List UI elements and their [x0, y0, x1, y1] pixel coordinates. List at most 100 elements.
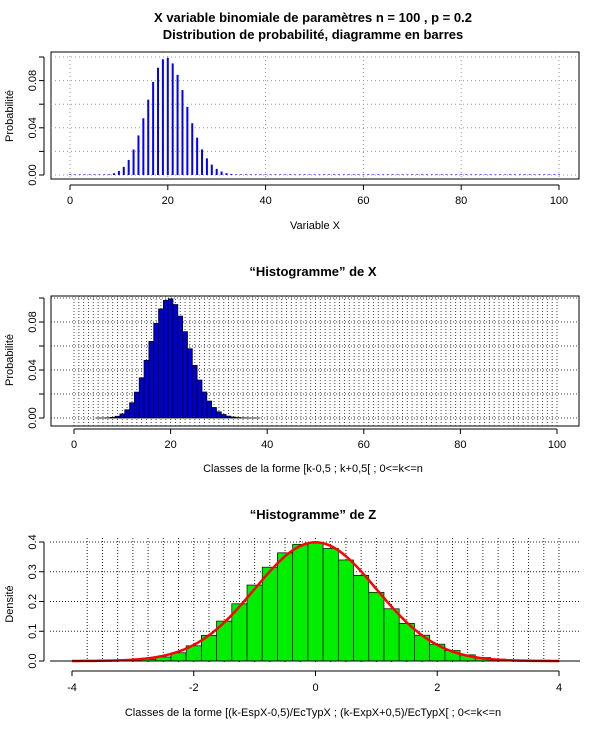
bar — [509, 174, 512, 175]
bar — [357, 174, 360, 175]
bar — [191, 123, 194, 175]
bar — [489, 174, 492, 175]
chart3-x-label: Classes de la forme [(k-EspX-0,5)/EcTypX… — [125, 707, 501, 719]
bar — [533, 174, 536, 175]
bar — [553, 174, 556, 175]
bar — [411, 174, 414, 175]
bar — [269, 174, 272, 175]
chart1-x-label: Variable X — [290, 220, 341, 232]
binomial-bar-chart: X variable binomiale de paramètres n = 1… — [4, 10, 580, 232]
bar — [88, 174, 91, 175]
bar — [372, 174, 375, 175]
bar — [328, 174, 331, 175]
bar — [337, 559, 354, 662]
bar — [469, 174, 472, 175]
bar — [196, 137, 199, 175]
bar — [318, 174, 321, 175]
x-tick-label: 100 — [548, 439, 566, 451]
bar — [161, 59, 164, 176]
bar — [313, 174, 316, 175]
bar — [211, 407, 217, 419]
x-tick-label: 60 — [358, 439, 370, 451]
bar — [157, 67, 160, 175]
bar — [391, 174, 394, 175]
bar — [230, 174, 233, 175]
bar — [147, 99, 150, 175]
bar — [78, 174, 81, 175]
x-tick-label: 0 — [67, 195, 73, 207]
bar — [445, 174, 448, 175]
bar — [289, 174, 292, 175]
bar — [254, 174, 257, 175]
bar — [381, 174, 384, 175]
bar — [142, 118, 145, 175]
bar — [109, 416, 116, 419]
bar — [117, 171, 120, 175]
x-tick-label: 20 — [162, 195, 174, 207]
bar — [113, 173, 116, 175]
bar — [187, 348, 193, 419]
bar — [504, 174, 507, 175]
y-tick-label: 0.08 — [27, 311, 39, 332]
chart3-y-axis: 0.0 0.1 0.2 0.3 0.4 — [27, 534, 45, 669]
bar — [177, 315, 184, 419]
bar — [362, 174, 365, 175]
bar — [513, 174, 516, 175]
x-tick-label: 40 — [261, 439, 273, 451]
bar — [474, 174, 477, 175]
y-tick-label: 0.04 — [27, 117, 39, 138]
bar — [494, 174, 497, 175]
bar — [108, 174, 111, 175]
bar — [322, 548, 339, 662]
bar — [421, 174, 424, 175]
bar — [279, 174, 282, 175]
chart2-x-label: Classes de la forme [k-0,5 ; k+0,5[ ; 0<… — [203, 463, 423, 475]
chart2-title: “Histogramme” de X — [249, 264, 376, 279]
bar — [558, 174, 560, 175]
x-tick-label: 60 — [357, 195, 369, 207]
x-tick-label: -4 — [67, 682, 77, 694]
bar — [450, 174, 453, 175]
y-tick-label: 0.04 — [27, 359, 39, 380]
chart1-title-line2: Distribution de probabilité, diagramme e… — [163, 27, 464, 42]
bar — [406, 174, 409, 175]
bar — [225, 173, 228, 175]
bar — [430, 174, 433, 175]
bar — [138, 377, 145, 419]
bar — [479, 174, 482, 175]
chart2-y-axis: 0.00 0.04 0.08 — [27, 297, 45, 429]
bar — [205, 158, 208, 175]
bar — [215, 168, 218, 175]
bar — [176, 74, 179, 175]
bar — [220, 171, 223, 175]
bar — [129, 402, 135, 419]
histogram-z-chart: “Histogramme” de Z -4 -2 0 2 4 0.00.10.20.30… — [4, 507, 580, 719]
bar — [127, 159, 130, 175]
bar — [538, 174, 541, 175]
y-tick-label: 0.0 — [27, 653, 39, 668]
bar — [347, 174, 350, 175]
bar — [523, 174, 526, 175]
bar — [167, 298, 174, 419]
bar — [186, 106, 189, 175]
y-tick-label: 0.08 — [27, 70, 39, 91]
bar — [240, 174, 243, 175]
bar — [308, 174, 311, 175]
chart1-bars — [69, 57, 560, 176]
bar — [210, 164, 213, 175]
y-tick-label: 0.00 — [27, 407, 39, 428]
bar — [307, 542, 324, 662]
bar — [401, 174, 404, 175]
bar — [303, 174, 306, 175]
bar — [416, 174, 419, 175]
bar — [163, 299, 169, 419]
chart1-grid — [51, 52, 579, 179]
chart1-y-label: Probabilité — [4, 90, 16, 142]
bar — [435, 174, 438, 175]
bar — [440, 174, 443, 175]
bar — [73, 174, 76, 175]
y-tick-label: 0.1 — [27, 624, 39, 639]
bar — [172, 304, 179, 419]
bar — [277, 552, 294, 662]
